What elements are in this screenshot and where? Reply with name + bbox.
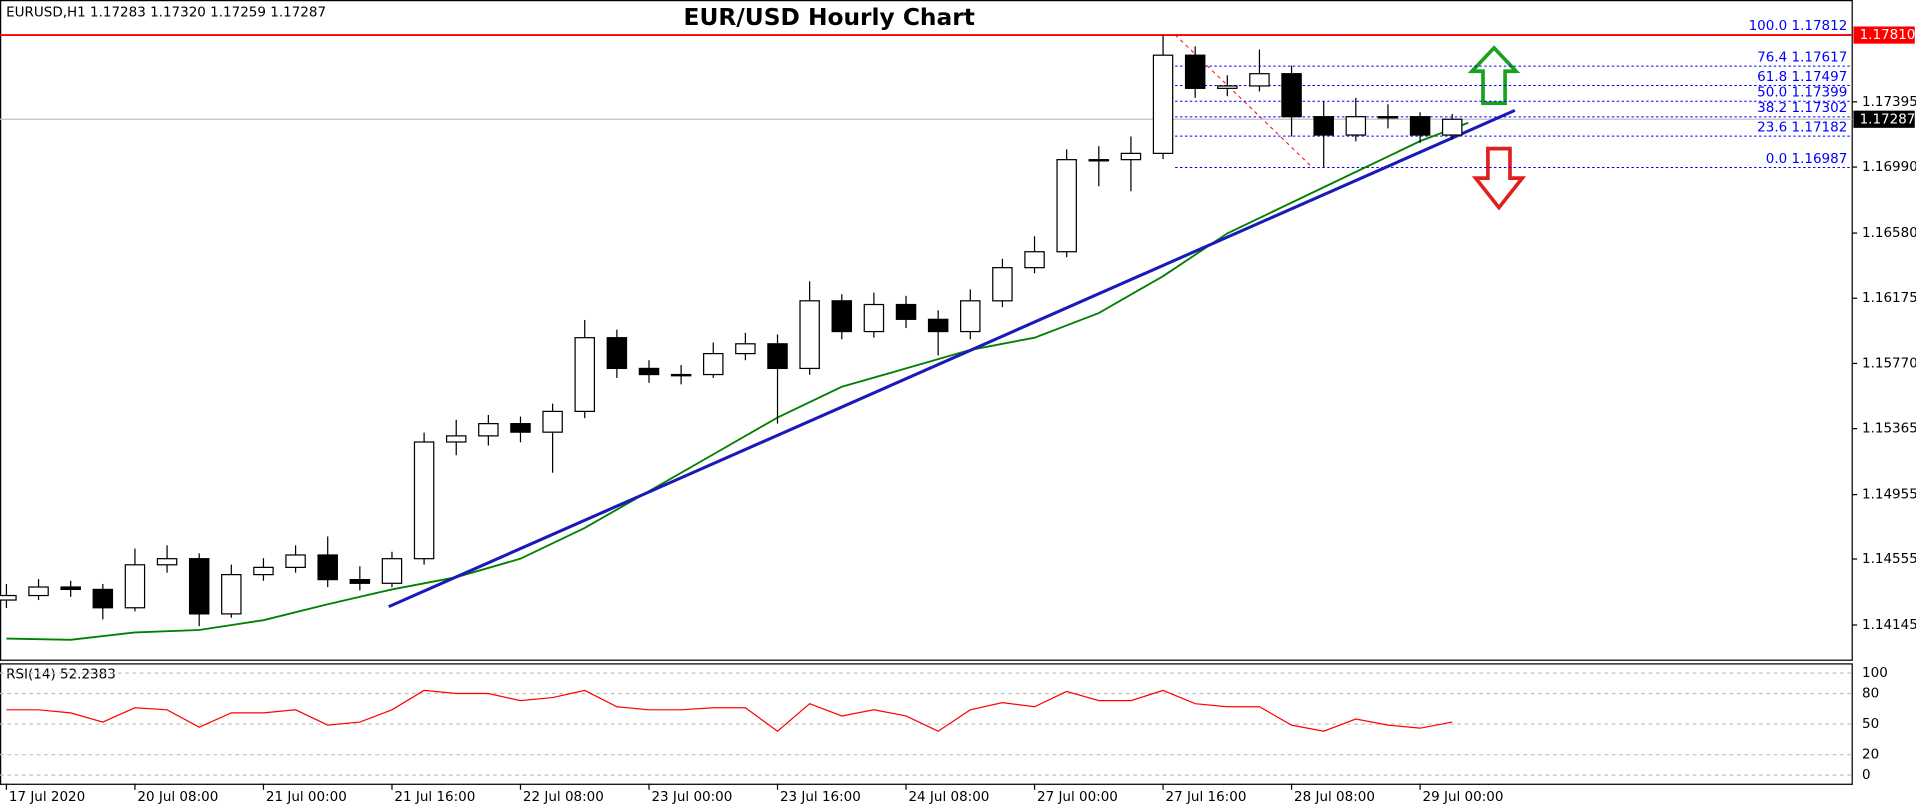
candle-body	[735, 343, 756, 355]
candle-body	[863, 303, 885, 333]
candle-body	[992, 267, 1013, 302]
candle-body	[60, 586, 81, 591]
y-tick-label: 1.17395	[1862, 94, 1916, 110]
candle-body	[1409, 116, 1431, 136]
x-tick-label: 17 Jul 2020	[9, 789, 85, 805]
candle-body	[28, 586, 49, 597]
rsi-tick-label: 100	[1862, 665, 1888, 681]
candle-body	[221, 574, 242, 615]
x-tick-label: 20 Jul 08:00	[137, 789, 218, 805]
candle-body	[1184, 54, 1206, 89]
x-tick-label: 29 Jul 00:00	[1423, 789, 1504, 805]
y-tick-label: 1.14955	[1862, 487, 1916, 503]
x-tick-label: 23 Jul 00:00	[651, 789, 732, 805]
price-label: 1.17287	[1860, 111, 1916, 127]
candle-body	[349, 578, 371, 584]
moving-average	[6, 121, 1469, 641]
candle-body	[0, 594, 17, 601]
candle-body	[317, 554, 338, 581]
candle-body	[1249, 73, 1270, 87]
y-tick-label: 1.14145	[1862, 617, 1916, 633]
main-pane-border	[0, 0, 1853, 661]
x-tick-label: 24 Jul 08:00	[908, 789, 989, 805]
rsi-tick-label: 20	[1862, 747, 1879, 763]
candle-body	[1345, 116, 1367, 136]
candle-body	[1024, 251, 1045, 269]
rsi-line	[6, 689, 1453, 733]
fib-label: 23.6 1.17182	[1757, 120, 1847, 136]
plot-layer: 1.14145 1.14555 1.14955 1.15365 1.15770 1.161…	[0, 18, 1916, 805]
price-label: 1.17810	[1860, 27, 1916, 43]
candle-body	[1056, 159, 1077, 253]
x-tick-label: 28 Jul 08:00	[1294, 789, 1375, 805]
candle-body	[542, 410, 563, 433]
candle-body	[1377, 116, 1399, 119]
candle-body	[92, 588, 114, 609]
chart-title: EUR/USD Hourly Chart	[684, 4, 975, 31]
x-tick-label: 23 Jul 16:00	[780, 789, 861, 805]
y-tick-label: 1.16175	[1862, 290, 1916, 306]
candle-body	[478, 423, 499, 437]
fib-label: 76.4 1.17617	[1757, 50, 1847, 66]
candle-body	[124, 564, 146, 609]
x-tick-label: 22 Jul 08:00	[523, 789, 604, 805]
rsi-tick-label: 50	[1862, 716, 1879, 732]
candle-body	[767, 343, 788, 370]
up-arrow	[1467, 45, 1521, 106]
down-arrow	[1471, 146, 1527, 211]
rsi-label: RSI(14) 52.2383	[6, 666, 116, 682]
fib-label: 100.0 1.17812	[1749, 18, 1848, 34]
candle-body	[960, 300, 981, 333]
candle-body	[670, 373, 692, 377]
candle-body	[638, 367, 660, 376]
rsi-tick-label: 0	[1862, 767, 1871, 783]
x-tick-label: 21 Jul 16:00	[394, 789, 475, 805]
candle-body	[156, 558, 178, 566]
candle-body	[895, 303, 917, 320]
candle-body	[1088, 159, 1110, 162]
candle-body	[574, 337, 595, 413]
candle-body	[1313, 116, 1334, 136]
candle-body	[1281, 73, 1302, 118]
candle-body	[381, 558, 403, 584]
candle-body	[1152, 54, 1174, 154]
y-tick-label: 1.14555	[1862, 551, 1916, 567]
fib-label: 38.2 1.17302	[1757, 100, 1847, 116]
fib-label: 61.8 1.17497	[1757, 69, 1847, 85]
y-tick-label: 1.15770	[1862, 355, 1916, 371]
y-tick-label: 1.15365	[1862, 421, 1916, 437]
candle-body	[606, 337, 628, 370]
candle-body	[1217, 85, 1238, 89]
candle-body	[1120, 152, 1142, 161]
rsi-tick-label: 80	[1862, 685, 1879, 701]
y-tick-label: 1.16580	[1862, 225, 1916, 241]
x-tick-label: 27 Jul 00:00	[1037, 789, 1118, 805]
candle-body	[253, 566, 274, 576]
fib-label: 50.0 1.17399	[1757, 85, 1847, 101]
trendline	[388, 108, 1516, 609]
candle-body	[927, 318, 949, 333]
candle-body	[445, 435, 467, 443]
fib-label: 0.0 1.16987	[1766, 151, 1848, 167]
symbol-info: EURUSD,H1 1.17283 1.17320 1.17259 1.1728…	[6, 4, 326, 20]
x-tick-label: 21 Jul 00:00	[266, 789, 347, 805]
candle-body	[799, 300, 820, 370]
price-label-box	[1853, 26, 1915, 44]
candle-body	[413, 441, 435, 560]
candle-body	[285, 554, 306, 568]
x-tick-label: 27 Jul 16:00	[1166, 789, 1247, 805]
candle-body	[188, 558, 210, 615]
price-label-box	[1853, 110, 1915, 128]
y-tick-label: 1.16990	[1862, 159, 1916, 175]
candle-body	[1441, 118, 1463, 136]
candle-body	[510, 423, 531, 433]
candle-body	[831, 300, 853, 333]
candle-body	[703, 353, 724, 376]
